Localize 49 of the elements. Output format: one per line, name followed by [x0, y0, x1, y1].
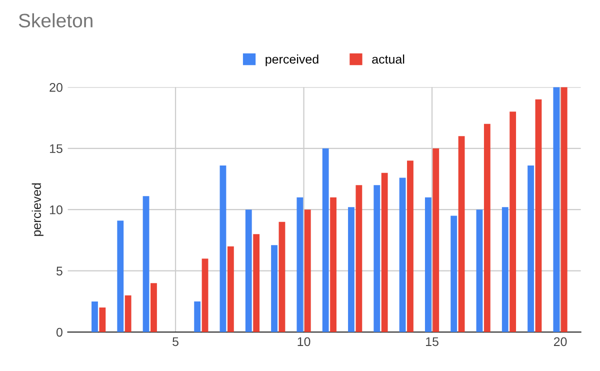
x-tick-label: 15	[426, 337, 438, 346]
bar	[484, 124, 490, 332]
y-tick-label: 5	[56, 266, 62, 276]
bar	[304, 210, 311, 332]
bar	[117, 220, 124, 332]
x-tick-label: 10	[298, 337, 310, 346]
bar	[553, 87, 560, 332]
y-tick-label: 0	[56, 328, 62, 337]
x-tick-label: 20	[554, 337, 567, 346]
bar	[150, 283, 157, 332]
bar	[92, 301, 98, 332]
bar	[560, 87, 568, 332]
bar	[99, 308, 106, 332]
bar	[528, 166, 534, 332]
bar	[245, 210, 252, 332]
bar	[374, 185, 380, 332]
bar	[399, 178, 406, 332]
chart-title: Skeleton	[18, 13, 92, 28]
y-tick-label: 20	[50, 82, 62, 92]
bar	[407, 160, 414, 332]
bar	[535, 99, 542, 332]
bar	[202, 258, 208, 332]
bar	[194, 301, 201, 332]
bar	[278, 222, 286, 332]
bar	[322, 148, 329, 332]
bar	[458, 136, 465, 332]
legend-label: perceived	[266, 54, 318, 66]
bar	[432, 148, 440, 332]
legend-label: actual	[372, 54, 404, 64]
y-tick-label: 10	[50, 205, 62, 214]
bar	[424, 197, 432, 332]
bar	[502, 207, 508, 332]
bar	[330, 197, 336, 332]
bar	[253, 234, 260, 332]
bar	[356, 185, 362, 332]
bar	[476, 210, 483, 332]
bar	[381, 172, 388, 332]
y-tick-label: 15	[50, 144, 62, 154]
bar	[348, 207, 354, 332]
bar	[510, 112, 516, 332]
bar	[124, 295, 132, 332]
y-axis-title: percieved	[32, 183, 44, 236]
x-tick-label: 5	[172, 337, 178, 346]
bar	[227, 246, 234, 332]
bar	[271, 245, 278, 332]
bar	[450, 216, 458, 332]
bar	[142, 196, 150, 332]
bar	[220, 166, 226, 332]
bar	[296, 197, 304, 332]
